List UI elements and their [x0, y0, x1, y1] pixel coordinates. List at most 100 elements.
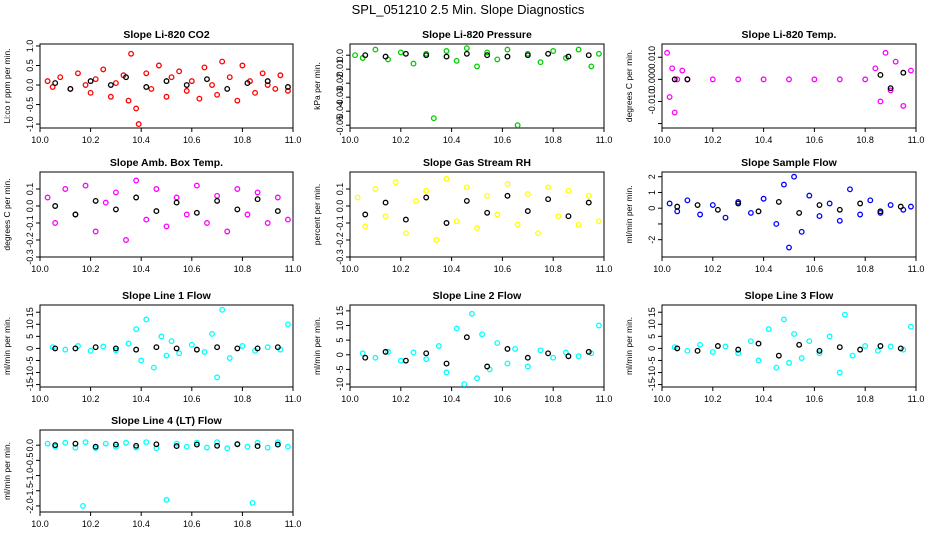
data-point [484, 209, 491, 216]
data-point [867, 197, 874, 204]
x-tick-label: 10.0 [653, 135, 671, 145]
data-point [443, 175, 450, 182]
data-point [259, 70, 266, 77]
data-point [224, 445, 231, 452]
y-tick-label: -2 [647, 236, 657, 244]
data-point [214, 442, 221, 449]
data-point [239, 62, 246, 69]
data-point [163, 352, 170, 359]
data-point [897, 203, 904, 210]
y-tick-label: 0 [647, 346, 657, 351]
y-tick-label: 5 [647, 334, 657, 339]
x-tick-label: 11.0 [285, 519, 302, 529]
y-tick-label: 0.000 [647, 68, 657, 91]
y-tick-label: 15 [647, 307, 657, 317]
data-point [694, 347, 701, 354]
data-point [193, 182, 200, 189]
data-point [153, 186, 160, 192]
data-point [362, 354, 369, 361]
data-point [443, 53, 450, 60]
data-point [133, 442, 140, 449]
plot-frame [39, 429, 294, 513]
data-point [173, 199, 180, 206]
data-point [484, 49, 491, 56]
data-point [214, 439, 221, 446]
data-point [133, 194, 140, 201]
data-point [892, 58, 899, 65]
data-point [72, 211, 79, 218]
data-point [188, 341, 195, 348]
y-tick-label: -1.5 [25, 483, 35, 499]
data-point [443, 360, 450, 367]
x-tick-label: 10.8 [234, 519, 252, 529]
x-tick-label: 10.8 [856, 394, 874, 404]
y-tick-label: 15 [25, 307, 35, 317]
data-point [443, 369, 450, 376]
x-tick-label: 10.2 [392, 135, 410, 145]
y-tick-label: 2 [647, 174, 657, 179]
data-point [143, 216, 150, 223]
x-tick-label: 10.6 [494, 135, 512, 145]
data-point [669, 65, 676, 72]
data-point [274, 344, 281, 351]
x-tick-label: 11.0 [596, 135, 613, 145]
data-point [714, 343, 721, 349]
data-point [514, 122, 521, 129]
data-point [836, 369, 843, 376]
x-tick-label: 11.0 [285, 394, 302, 404]
data-point [224, 85, 231, 92]
data-point [249, 499, 256, 506]
data-point [786, 244, 792, 251]
series-2 [52, 440, 281, 450]
data-point [112, 206, 119, 213]
y-tick-label: 10 [25, 319, 35, 329]
x-tick-label: 10.2 [82, 135, 100, 145]
y-tick-label: 0.0 [25, 200, 35, 213]
chart-title: Slope Li-820 Pressure [422, 29, 532, 41]
y-tick-label: 0.0 [25, 439, 35, 452]
x-tick-label: 10.4 [132, 519, 150, 529]
y-tick-label: -1.0 [25, 116, 35, 132]
data-point [201, 64, 208, 71]
y-tick-label: 1.0 [25, 40, 35, 53]
data-point [595, 218, 602, 225]
chart-panel-10: Slope Line 4 (LT) Flow 10.0 10.2 10.4 10.6 10… [2, 415, 301, 529]
data-point [585, 52, 592, 59]
data-point [453, 57, 460, 64]
data-point [755, 208, 762, 215]
data-point [163, 93, 170, 100]
data-point [87, 347, 94, 354]
data-point [907, 203, 914, 210]
data-point [234, 441, 241, 448]
y-tick-label: -0.1 [335, 215, 345, 231]
data-point [74, 70, 81, 77]
x-tick-label: 10.4 [443, 394, 461, 404]
data-point [188, 78, 195, 85]
series-2 [52, 344, 281, 353]
data-point [107, 93, 114, 100]
x-tick-label: 10.2 [82, 264, 100, 274]
data-point [463, 45, 470, 52]
data-point [277, 72, 284, 79]
data-point [900, 69, 907, 76]
series-2 [52, 194, 281, 218]
data-point [138, 357, 145, 364]
data-point [100, 343, 107, 350]
data-point [786, 76, 792, 83]
data-point [524, 208, 531, 215]
data-point [382, 213, 389, 220]
chart-title: Slope Gas Stream RH [423, 157, 531, 169]
data-point [168, 74, 175, 81]
chart-panel-2: Slope Li-820 Pressure 10.0 10.2 10.4 10.6 10.… [312, 29, 612, 145]
y-tick-label: -5 [335, 365, 345, 373]
data-point [183, 211, 190, 218]
data-point [155, 62, 162, 69]
x-tick-label: 11.0 [596, 394, 613, 404]
x-tick-label: 10.6 [183, 264, 201, 274]
series-1 [44, 50, 291, 128]
data-point [474, 63, 480, 70]
data-point [150, 364, 157, 371]
x-tick-label: 10.2 [704, 394, 722, 404]
x-tick-label: 10.2 [704, 264, 722, 274]
